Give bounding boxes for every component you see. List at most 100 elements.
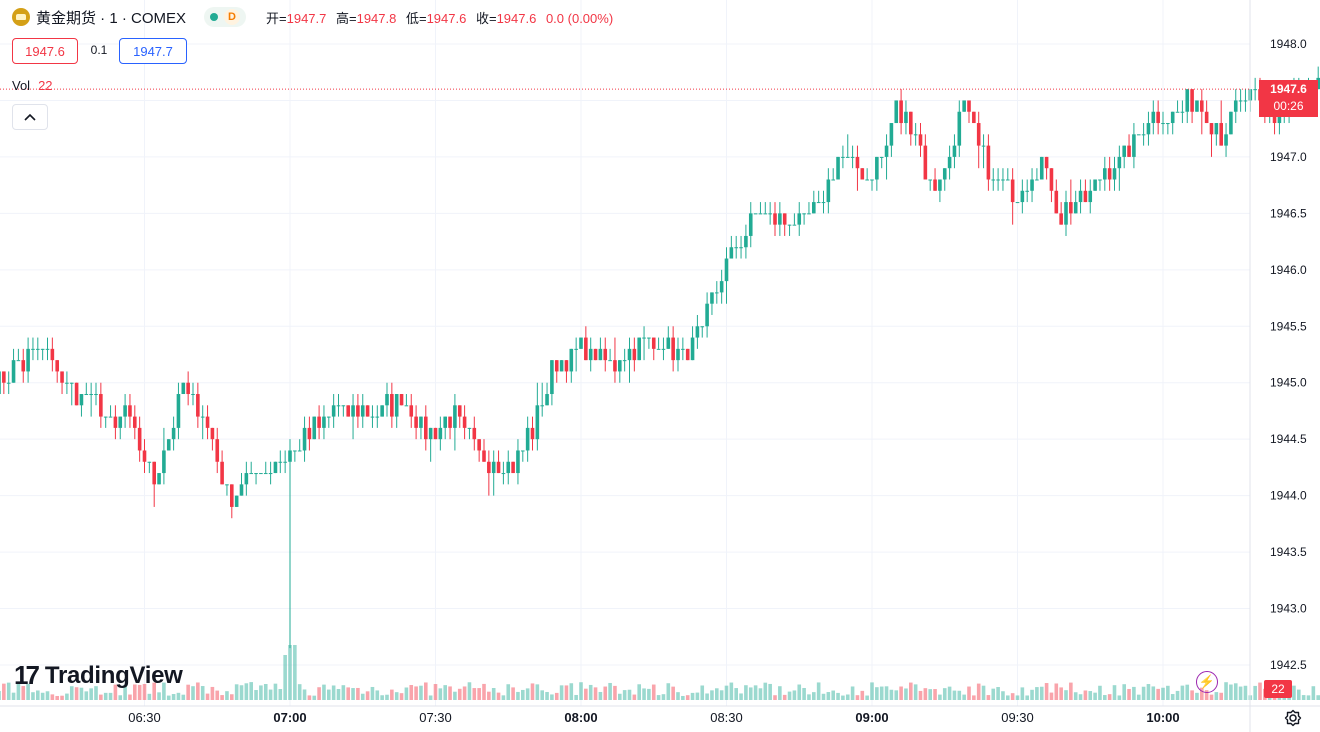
candle-body — [778, 213, 782, 225]
volume-bar — [758, 688, 763, 700]
candle-body — [870, 179, 874, 181]
candle-body — [210, 427, 215, 440]
candle-body — [166, 439, 171, 451]
volume-bar — [1030, 689, 1034, 700]
market-status-pill[interactable]: D — [204, 7, 247, 27]
volume-bar — [249, 682, 253, 700]
gear-icon[interactable] — [1282, 708, 1304, 728]
last-price-value: 1947.6 — [1270, 82, 1307, 96]
candle-body — [259, 473, 263, 475]
volume-bar — [1297, 689, 1301, 700]
candle-body — [1166, 123, 1170, 125]
volume-bar — [1103, 695, 1107, 700]
volume-bar — [1170, 694, 1175, 700]
buy-price-button[interactable]: 1947.7 — [119, 38, 187, 64]
volume-bar — [923, 688, 928, 700]
candle-body — [574, 348, 578, 350]
chevron-up-icon — [24, 113, 36, 121]
volume-bar — [695, 692, 700, 700]
volume-bar — [438, 688, 443, 700]
volume-bar — [74, 687, 79, 700]
candle-body — [676, 348, 680, 361]
gold-coin-icon — [12, 8, 30, 26]
volume-bar — [244, 683, 249, 700]
volume-bar — [1311, 686, 1316, 700]
volume-bar — [472, 688, 477, 700]
candle-body — [176, 394, 181, 428]
volume-bar — [137, 684, 142, 700]
candle-body — [933, 179, 937, 191]
volume-bar — [724, 685, 729, 700]
volume-bar — [516, 691, 520, 700]
volume-bar — [734, 688, 738, 700]
candle-body — [812, 202, 816, 214]
candle-body — [1117, 156, 1122, 169]
volume-bar — [1219, 692, 1223, 700]
candle-body — [162, 450, 166, 474]
volume-bar — [642, 688, 646, 700]
volume-bar — [327, 689, 331, 700]
candle-body — [787, 224, 792, 226]
volume-bar — [79, 687, 84, 700]
candle-body — [312, 416, 317, 440]
volume-bar — [836, 692, 840, 700]
close-value: 1947.6 — [496, 10, 537, 26]
volume-bar — [598, 691, 603, 700]
candle-body — [768, 213, 772, 215]
volume-bar — [986, 695, 991, 700]
volume-bar — [933, 689, 937, 700]
candle-body — [36, 348, 40, 350]
candle-body — [879, 156, 884, 158]
low-value: 1947.6 — [426, 10, 467, 26]
price-tick-label: 1945.5 — [1270, 319, 1307, 333]
volume-bar — [879, 686, 884, 700]
open-value: 1947.7 — [286, 10, 327, 26]
candle-body — [118, 416, 123, 428]
candle-body — [889, 123, 894, 146]
volume-bar — [511, 687, 515, 700]
volume-bar — [1214, 692, 1219, 700]
volume-bar — [200, 686, 205, 700]
volume-bar — [826, 692, 831, 700]
candle-body — [220, 461, 224, 485]
candle-body — [467, 427, 472, 429]
volume-bar — [666, 683, 671, 700]
volume-bar — [1078, 694, 1083, 700]
candle-body — [113, 416, 118, 428]
volume-bar — [899, 686, 903, 700]
time-tick-label: 10:00 — [1146, 710, 1179, 725]
candle-body — [297, 450, 302, 452]
lightning-icon[interactable]: ⚡ — [1196, 671, 1218, 693]
candle-body — [50, 348, 55, 361]
price-tick-label: 1946.5 — [1270, 206, 1307, 220]
volume-bar — [278, 689, 283, 700]
tradingview-logo-text: TradingView — [44, 661, 183, 689]
volume-bar — [1025, 695, 1029, 700]
volume-bar — [1073, 692, 1078, 700]
volume-bar — [1039, 686, 1044, 700]
volume-bar — [1224, 682, 1228, 700]
symbol-title[interactable]: 黄金期货 · 1 · COMEX — [36, 9, 187, 27]
tradingview-logo[interactable]: 17 TradingView — [14, 660, 183, 691]
candle-body — [404, 405, 409, 407]
sell-price-button[interactable]: 1947.6 — [12, 38, 78, 64]
time-axis[interactable]: 06:30 07:00 07:30 08:00 08:30 09:00 09:30 10:00 — [128, 710, 1179, 725]
time-tick-label: 07:00 — [273, 710, 306, 725]
volume-bar — [627, 689, 632, 700]
volume-bar — [123, 684, 127, 700]
candle-body — [1233, 100, 1238, 112]
delayed-data-badge: D — [224, 9, 241, 25]
time-tick-label: 08:30 — [710, 710, 743, 725]
price-tick-label: 1943.5 — [1270, 545, 1307, 559]
volume-bar — [1064, 690, 1068, 700]
collapse-legend-button[interactable] — [12, 104, 48, 130]
candle-body — [1035, 179, 1039, 181]
volume-bar — [1117, 695, 1122, 700]
volume-bar — [569, 683, 574, 700]
time-tick-label: 07:30 — [419, 710, 452, 725]
candle-body — [128, 405, 132, 417]
candle-body — [322, 416, 326, 428]
candle-body — [797, 213, 802, 225]
